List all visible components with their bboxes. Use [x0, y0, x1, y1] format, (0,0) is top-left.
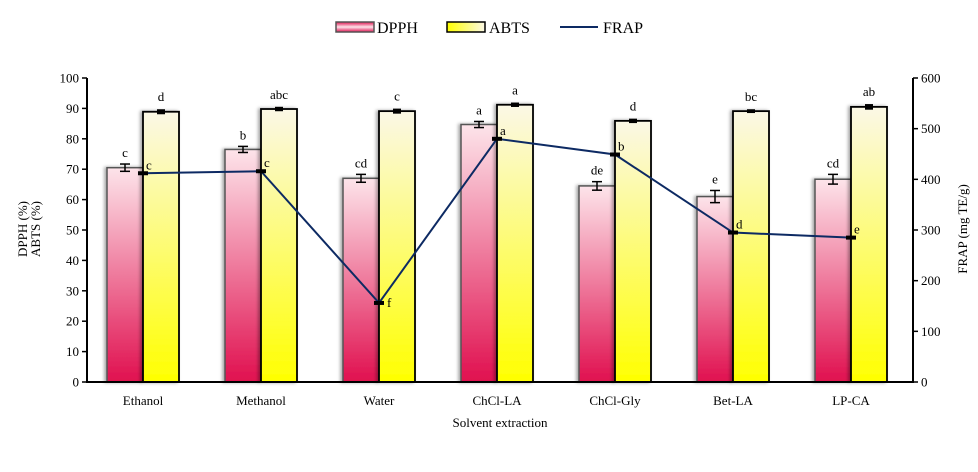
- sig-letter-abts: c: [394, 89, 400, 104]
- left-axis-tick-label: 50: [66, 223, 79, 238]
- sig-letter-frap: c: [264, 155, 270, 170]
- x-axis-tick-label: ChCl-LA: [472, 393, 522, 408]
- sig-letter-dpph: a: [476, 102, 482, 117]
- bar-dpph: [578, 185, 616, 383]
- left-axis-tick-label: 100: [60, 71, 80, 86]
- frap-point: [374, 300, 384, 305]
- sig-letter-dpph: c: [122, 145, 128, 160]
- sig-letter-abts: bc: [745, 89, 758, 104]
- sig-letter-dpph: cd: [355, 155, 368, 170]
- right-axis-tick-label: 500: [921, 121, 941, 136]
- x-axis-tick-label: Methanol: [236, 393, 286, 408]
- x-axis-tick-label: Water: [364, 393, 395, 408]
- sig-letter-dpph: e: [712, 171, 718, 186]
- y2-axis-title: FRAP (mg TE/g): [955, 184, 970, 274]
- legend-label-dpph: DPPH: [377, 20, 418, 37]
- x-axis-tick-label: Bet-LA: [713, 393, 753, 408]
- right-axis-tick-label: 300: [921, 223, 941, 238]
- bar-abts: [850, 105, 888, 383]
- error-bar-abts: [747, 109, 755, 114]
- sig-letter-frap: d: [736, 217, 743, 232]
- frap-point: [138, 171, 148, 176]
- bar-abts: [142, 110, 180, 383]
- sig-letter-abts: ab: [863, 84, 875, 99]
- x-axis-tick-label: LP-CA: [832, 393, 870, 408]
- x-axis-tick-labels: Ethanol Methanol Water ChCl-LA ChCl-Gly Bet-L…: [123, 393, 871, 408]
- frap-point: [492, 136, 502, 141]
- sig-letter-dpph: b: [240, 127, 247, 142]
- legend-item-dpph: DPPH: [335, 20, 418, 37]
- left-axis-tick-label: 80: [66, 131, 79, 146]
- bar-dpph: [696, 195, 734, 383]
- sig-letter-dpph: cd: [827, 155, 840, 170]
- legend: DPPH ABTS FRAP: [335, 20, 643, 37]
- y-axis-title-line-1: DPPH (%): [15, 201, 30, 257]
- left-axis-tick-label: 30: [66, 283, 79, 298]
- sig-letter-frap: c: [146, 157, 152, 172]
- x-axis-tick-label: ChCl-Gly: [589, 393, 641, 408]
- sig-letter-frap: b: [618, 139, 625, 154]
- sig-letter-abts: d: [158, 89, 165, 104]
- sig-letter-frap: e: [854, 222, 860, 237]
- left-axis-tick-label: 60: [66, 192, 79, 207]
- right-axis-tick-label: 600: [921, 71, 941, 86]
- x-axis-title: Solvent extraction: [453, 415, 548, 430]
- y-axis-title: DPPH (%) ABTS (%): [15, 201, 43, 257]
- frap-point: [256, 169, 266, 174]
- frap-point: [728, 230, 738, 235]
- error-bar-abts: [275, 106, 283, 112]
- error-bar-abts: [157, 109, 165, 115]
- frap-point: [610, 152, 620, 157]
- bar-abts: [732, 110, 770, 383]
- sig-letter-frap: f: [387, 295, 392, 310]
- y2-axis-title-group: FRAP (mg TE/g): [955, 184, 970, 274]
- sig-letter-dpph: de: [591, 163, 604, 178]
- error-bar-abts: [865, 104, 873, 110]
- left-axis-tick-label: 10: [66, 344, 79, 359]
- sig-letter-frap: a: [500, 123, 506, 138]
- sig-letter-abts: abc: [270, 87, 288, 102]
- legend-label-frap: FRAP: [603, 20, 643, 37]
- sig-letter-abts: d: [630, 99, 637, 114]
- bar-abts: [378, 110, 416, 383]
- legend-swatch-dpph: [335, 21, 375, 33]
- left-axis-ticks: 0 10 20 30 40 50 60 70 80 90 100: [60, 71, 87, 390]
- bar-dpph: [106, 166, 144, 383]
- legend-item-abts: ABTS: [446, 20, 530, 37]
- sig-letter-abts: a: [512, 83, 518, 98]
- y-axis-title-line-2: ABTS (%): [28, 201, 43, 257]
- frap-point: [846, 235, 856, 240]
- error-bar-abts: [393, 108, 401, 114]
- left-axis-tick-label: 70: [66, 162, 79, 177]
- bar-dpph: [814, 178, 852, 383]
- right-axis-tick-label: 200: [921, 273, 941, 288]
- bar-abts: [260, 108, 298, 383]
- error-bar-abts: [629, 118, 637, 124]
- right-axis-tick-label: 100: [921, 324, 941, 339]
- right-axis-tick-label: 0: [921, 375, 928, 390]
- bar-dpph: [342, 177, 380, 383]
- error-bar-abts: [511, 102, 519, 107]
- bar-abts: [614, 119, 652, 383]
- legend-swatch-abts: [446, 21, 486, 33]
- bar-dpph: [224, 148, 262, 383]
- left-axis-tick-label: 40: [66, 253, 79, 268]
- legend-label-abts: ABTS: [489, 20, 530, 37]
- right-axis-tick-label: 400: [921, 172, 941, 187]
- left-axis-tick-label: 0: [73, 375, 80, 390]
- left-axis-tick-label: 20: [66, 314, 79, 329]
- legend-item-frap: FRAP: [560, 20, 643, 37]
- right-axis-ticks: 0 100 200 300 400 500 600: [913, 71, 941, 390]
- left-axis-tick-label: 90: [66, 101, 79, 116]
- x-axis-tick-label: Ethanol: [123, 393, 164, 408]
- bar-abts: [496, 103, 534, 383]
